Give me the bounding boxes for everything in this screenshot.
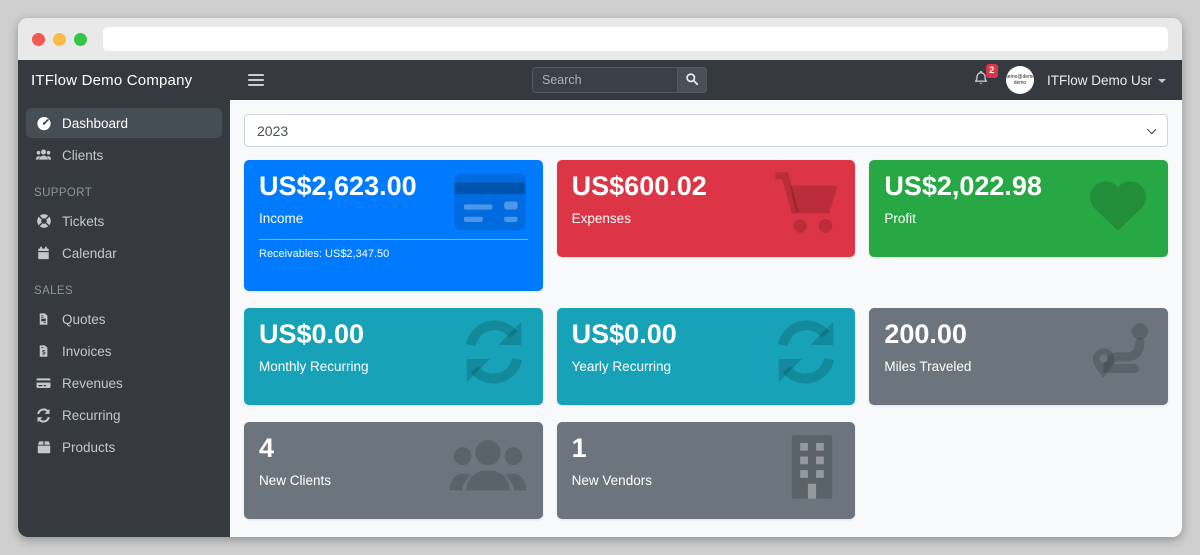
sidebar-nav: Dashboard Clients SUPPORT Tickets (18, 100, 230, 464)
users-icon (448, 433, 528, 499)
main-content: 2023 US$2,623.00 Income Receivables: US$… (230, 100, 1182, 537)
avatar-text: demo (1013, 80, 1027, 86)
route-icon (1087, 319, 1153, 385)
bell-icon (973, 71, 989, 90)
file-invoice-dollar-icon: $ (34, 343, 53, 359)
yearly-recurring-card[interactable]: US$0.00 Yearly Recurring (556, 308, 856, 405)
sidebar: ITFlow Demo Company Dashboard Clients SU… (18, 60, 230, 537)
miles-traveled-value: 200.00 (884, 319, 967, 349)
new-clients-label: New Clients (259, 472, 332, 488)
stat-cards-grid: US$2,623.00 Income Receivables: US$2,347… (244, 160, 1168, 519)
sidebar-item-label: Clients (62, 147, 104, 163)
search-box (531, 67, 707, 93)
menu-toggle-icon[interactable] (246, 70, 266, 90)
maximize-window-icon[interactable] (74, 32, 87, 46)
top-navbar: 2 demo@demo demo ITFlow Demo Usr (230, 60, 1182, 100)
sidebar-item-tickets[interactable]: Tickets (26, 206, 222, 236)
credit-card-icon (452, 171, 528, 233)
yearly-recurring-label: Yearly Recurring (571, 358, 671, 374)
user-menu[interactable]: ITFlow Demo Usr (1047, 73, 1166, 88)
chevron-down-icon (1157, 79, 1166, 83)
monthly-recurring-value: US$0.00 (259, 319, 365, 349)
profit-value: US$2,022.98 (884, 171, 1042, 201)
income-label: Income (259, 210, 304, 226)
sidebar-item-label: Tickets (62, 213, 105, 229)
monthly-recurring-card[interactable]: US$0.00 Monthly Recurring (244, 308, 543, 405)
window-controls (32, 32, 87, 46)
brand-title[interactable]: ITFlow Demo Company (31, 71, 193, 89)
avatar[interactable]: demo@demo demo (1005, 66, 1034, 94)
sidebar-item-label: Calendar (62, 245, 117, 261)
miles-traveled-card[interactable]: 200.00 Miles Traveled (869, 308, 1168, 405)
sidebar-item-recurring[interactable]: Recurring (26, 400, 222, 430)
file-invoice-icon (34, 311, 53, 327)
new-clients-value: 4 (259, 433, 275, 463)
notifications-button[interactable]: 2 (973, 64, 998, 91)
sidebar-item-label: Revenues (62, 375, 123, 391)
year-filter: 2023 (244, 114, 1168, 147)
search-button[interactable] (676, 67, 707, 93)
shopping-cart-icon (772, 171, 840, 235)
browser-window: ITFlow Demo Company Dashboard Clients SU… (18, 18, 1182, 537)
sidebar-item-label: Invoices (62, 343, 112, 359)
notification-badge: 2 (985, 64, 998, 78)
navbar-right: 2 demo@demo demo ITFlow Demo Usr (973, 64, 1166, 94)
sidebar-section-support: SUPPORT (34, 187, 93, 199)
minimize-window-icon[interactable] (53, 32, 66, 46)
svg-text:$: $ (42, 349, 46, 356)
tachometer-icon (34, 115, 53, 131)
sidebar-item-revenues[interactable]: Revenues (26, 368, 222, 398)
sidebar-item-label: Quotes (62, 311, 106, 327)
search-icon (685, 72, 699, 89)
new-vendors-label: New Vendors (571, 472, 652, 488)
new-vendors-value: 1 (571, 433, 587, 463)
profit-card[interactable]: US$2,022.98 Profit (869, 160, 1168, 257)
sidebar-item-label: Products (62, 439, 116, 455)
sidebar-item-quotes[interactable]: Quotes (26, 304, 222, 334)
box-icon (34, 439, 53, 455)
income-value: US$2,623.00 (259, 171, 417, 201)
sidebar-item-label: Recurring (62, 407, 121, 423)
monthly-recurring-label: Monthly Recurring (259, 358, 369, 374)
sidebar-item-products[interactable]: Products (26, 432, 222, 462)
close-window-icon[interactable] (32, 32, 45, 46)
sync-icon (772, 319, 840, 385)
sync-icon (460, 319, 528, 385)
search-input[interactable] (531, 67, 677, 93)
sidebar-item-invoices[interactable]: $ Invoices (26, 336, 222, 366)
expenses-label: Expenses (571, 210, 631, 226)
year-select[interactable]: 2023 (244, 114, 1168, 147)
expenses-value: US$600.02 (571, 171, 707, 201)
miles-traveled-label: Miles Traveled (884, 358, 972, 374)
sidebar-section-sales: SALES (34, 285, 74, 297)
expenses-card[interactable]: US$600.02 Expenses (556, 160, 856, 257)
users-icon (34, 147, 53, 163)
life-ring-icon (34, 213, 53, 229)
income-receivables: Receivables: US$2,347.50 (259, 238, 528, 260)
sidebar-item-label: Dashboard (62, 115, 129, 131)
avatar-text: demo@demo (1005, 73, 1034, 80)
sidebar-item-calendar[interactable]: Calendar (26, 238, 222, 268)
new-clients-card[interactable]: 4 New Clients (244, 422, 543, 519)
browser-chrome (18, 18, 1182, 60)
new-vendors-card[interactable]: 1 New Vendors (556, 422, 856, 519)
profit-label: Profit (884, 210, 916, 226)
calendar-icon (34, 245, 53, 261)
address-bar[interactable] (103, 27, 1168, 51)
user-name-label: ITFlow Demo Usr (1046, 72, 1152, 88)
income-card[interactable]: US$2,623.00 Income Receivables: US$2,347… (244, 160, 543, 291)
sync-icon (34, 407, 53, 423)
yearly-recurring-value: US$0.00 (571, 319, 677, 349)
heart-icon (1083, 171, 1153, 235)
building-icon (784, 433, 840, 501)
credit-card-icon (34, 375, 53, 391)
sidebar-item-dashboard[interactable]: Dashboard (26, 108, 222, 138)
sidebar-item-clients[interactable]: Clients (26, 140, 222, 170)
